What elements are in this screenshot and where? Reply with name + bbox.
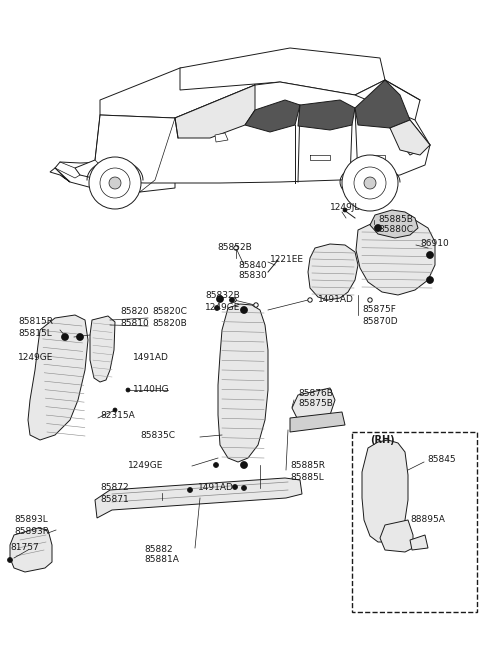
- Text: 85820: 85820: [120, 308, 149, 316]
- Text: 85845: 85845: [427, 455, 456, 464]
- Polygon shape: [180, 48, 385, 95]
- Text: 82315A: 82315A: [100, 411, 135, 419]
- Polygon shape: [298, 100, 355, 130]
- Text: 85885R: 85885R: [290, 462, 325, 470]
- Circle shape: [232, 485, 238, 489]
- Circle shape: [126, 388, 130, 392]
- Text: 85820B: 85820B: [152, 319, 187, 327]
- Polygon shape: [356, 218, 435, 295]
- Circle shape: [374, 224, 382, 232]
- Text: 85881A: 85881A: [144, 556, 179, 565]
- Polygon shape: [10, 528, 52, 572]
- Polygon shape: [308, 244, 358, 300]
- Polygon shape: [90, 316, 115, 382]
- Text: 1249GE: 1249GE: [205, 304, 240, 312]
- Polygon shape: [218, 304, 268, 462]
- Circle shape: [354, 167, 386, 199]
- Polygon shape: [95, 478, 302, 518]
- Text: 85875B: 85875B: [298, 400, 333, 409]
- Circle shape: [215, 306, 219, 310]
- Text: 1491AD: 1491AD: [198, 483, 234, 493]
- Text: 1491AD: 1491AD: [318, 295, 354, 304]
- Polygon shape: [380, 520, 413, 552]
- Circle shape: [240, 306, 248, 314]
- Text: 1249GE: 1249GE: [128, 462, 163, 470]
- Circle shape: [109, 177, 121, 189]
- Circle shape: [229, 298, 235, 302]
- Circle shape: [254, 303, 258, 307]
- Polygon shape: [410, 535, 428, 550]
- Circle shape: [89, 157, 141, 209]
- Circle shape: [232, 298, 236, 302]
- Polygon shape: [75, 82, 430, 183]
- Text: 85852B: 85852B: [217, 243, 252, 253]
- Polygon shape: [50, 168, 70, 182]
- Circle shape: [240, 462, 248, 468]
- Circle shape: [216, 295, 224, 302]
- Text: 85815R: 85815R: [18, 318, 53, 327]
- Text: 85885L: 85885L: [290, 472, 324, 482]
- Polygon shape: [100, 68, 255, 118]
- Circle shape: [234, 246, 238, 250]
- Polygon shape: [175, 85, 255, 138]
- Circle shape: [308, 298, 312, 302]
- Text: 86910: 86910: [420, 239, 449, 247]
- Text: 1491AD: 1491AD: [133, 354, 169, 363]
- Text: 85875F: 85875F: [362, 306, 396, 314]
- Circle shape: [427, 276, 433, 283]
- Circle shape: [368, 298, 372, 302]
- Text: 1249GE: 1249GE: [18, 354, 53, 363]
- Circle shape: [427, 251, 433, 258]
- Text: 88895A: 88895A: [410, 516, 445, 525]
- Text: 85820C: 85820C: [152, 308, 187, 316]
- Text: 85832B: 85832B: [205, 291, 240, 300]
- Circle shape: [100, 168, 130, 198]
- Polygon shape: [390, 120, 430, 155]
- Polygon shape: [292, 388, 335, 420]
- Circle shape: [8, 558, 12, 562]
- Circle shape: [364, 177, 376, 189]
- Circle shape: [343, 208, 347, 212]
- Text: 85893L: 85893L: [14, 516, 48, 525]
- Text: 1221EE: 1221EE: [270, 255, 304, 264]
- Text: 85870D: 85870D: [362, 316, 397, 325]
- Text: 85885B: 85885B: [378, 216, 413, 224]
- Polygon shape: [355, 80, 420, 125]
- Polygon shape: [28, 315, 88, 440]
- Text: 85876B: 85876B: [298, 388, 333, 398]
- Polygon shape: [370, 210, 418, 238]
- Text: 85871: 85871: [100, 495, 129, 504]
- Text: 85835C: 85835C: [140, 430, 175, 440]
- Circle shape: [241, 485, 247, 491]
- Text: 85810: 85810: [120, 319, 149, 327]
- Text: (RH): (RH): [370, 435, 395, 445]
- Polygon shape: [362, 440, 408, 542]
- Text: 1249JL: 1249JL: [330, 203, 360, 213]
- Text: 81757: 81757: [10, 543, 39, 552]
- Text: 1140HG: 1140HG: [133, 386, 169, 394]
- Text: 85872: 85872: [100, 483, 129, 493]
- Text: 85880C: 85880C: [378, 226, 413, 234]
- Polygon shape: [245, 100, 300, 132]
- Polygon shape: [215, 133, 228, 142]
- Polygon shape: [355, 80, 410, 128]
- Circle shape: [76, 333, 84, 340]
- Text: 85893R: 85893R: [14, 527, 49, 535]
- Circle shape: [188, 487, 192, 493]
- Circle shape: [342, 155, 398, 211]
- Text: 85882: 85882: [144, 544, 173, 554]
- Text: 85830: 85830: [238, 272, 267, 281]
- Circle shape: [214, 462, 218, 468]
- Circle shape: [113, 408, 117, 412]
- Polygon shape: [55, 162, 175, 192]
- Circle shape: [61, 333, 69, 340]
- Text: 85815L: 85815L: [18, 329, 52, 337]
- Text: 85840: 85840: [238, 260, 266, 270]
- Polygon shape: [290, 412, 345, 432]
